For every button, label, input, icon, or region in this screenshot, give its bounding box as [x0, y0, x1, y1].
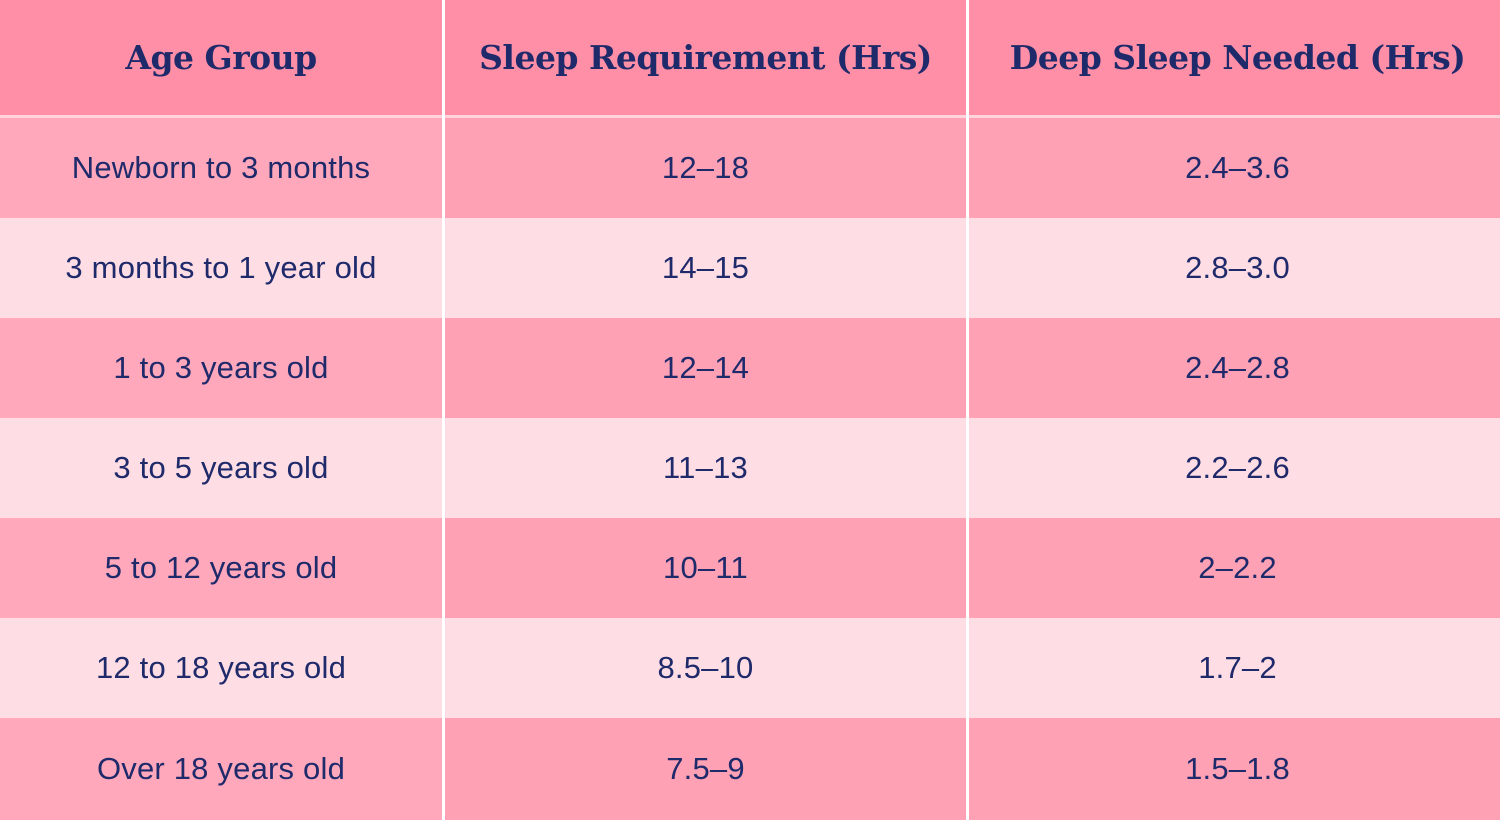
table-cell-sleep: 12–18 [445, 118, 966, 218]
table-cell-sleep: 7.5–9 [445, 718, 966, 820]
table-cell-sleep: 8.5–10 [445, 618, 966, 718]
table-cell-age: 1 to 3 years old [0, 318, 442, 418]
table-cell-deep-sleep: 1.7–2 [969, 618, 1500, 718]
table-cell-age: Over 18 years old [0, 718, 442, 820]
header-age-group: Age Group [0, 0, 442, 118]
table-cell-age: 3 to 5 years old [0, 418, 442, 518]
table-cell-age: Newborn to 3 months [0, 118, 442, 218]
table-cell-age: 5 to 12 years old [0, 518, 442, 618]
header-deep-sleep-needed: Deep Sleep Needed (Hrs) [969, 0, 1500, 118]
table-cell-deep-sleep: 2.4–3.6 [969, 118, 1500, 218]
table-cell-sleep: 11–13 [445, 418, 966, 518]
table-cell-deep-sleep: 1.5–1.8 [969, 718, 1500, 820]
table-cell-deep-sleep: 2.2–2.6 [969, 418, 1500, 518]
table-cell-deep-sleep: 2.4–2.8 [969, 318, 1500, 418]
header-sleep-requirement: Sleep Requirement (Hrs) [445, 0, 966, 118]
table-cell-deep-sleep: 2.8–3.0 [969, 218, 1500, 318]
table-cell-age: 12 to 18 years old [0, 618, 442, 718]
table-cell-deep-sleep: 2–2.2 [969, 518, 1500, 618]
table-cell-sleep: 10–11 [445, 518, 966, 618]
table-cell-sleep: 14–15 [445, 218, 966, 318]
table-cell-sleep: 12–14 [445, 318, 966, 418]
table-cell-age: 3 months to 1 year old [0, 218, 442, 318]
